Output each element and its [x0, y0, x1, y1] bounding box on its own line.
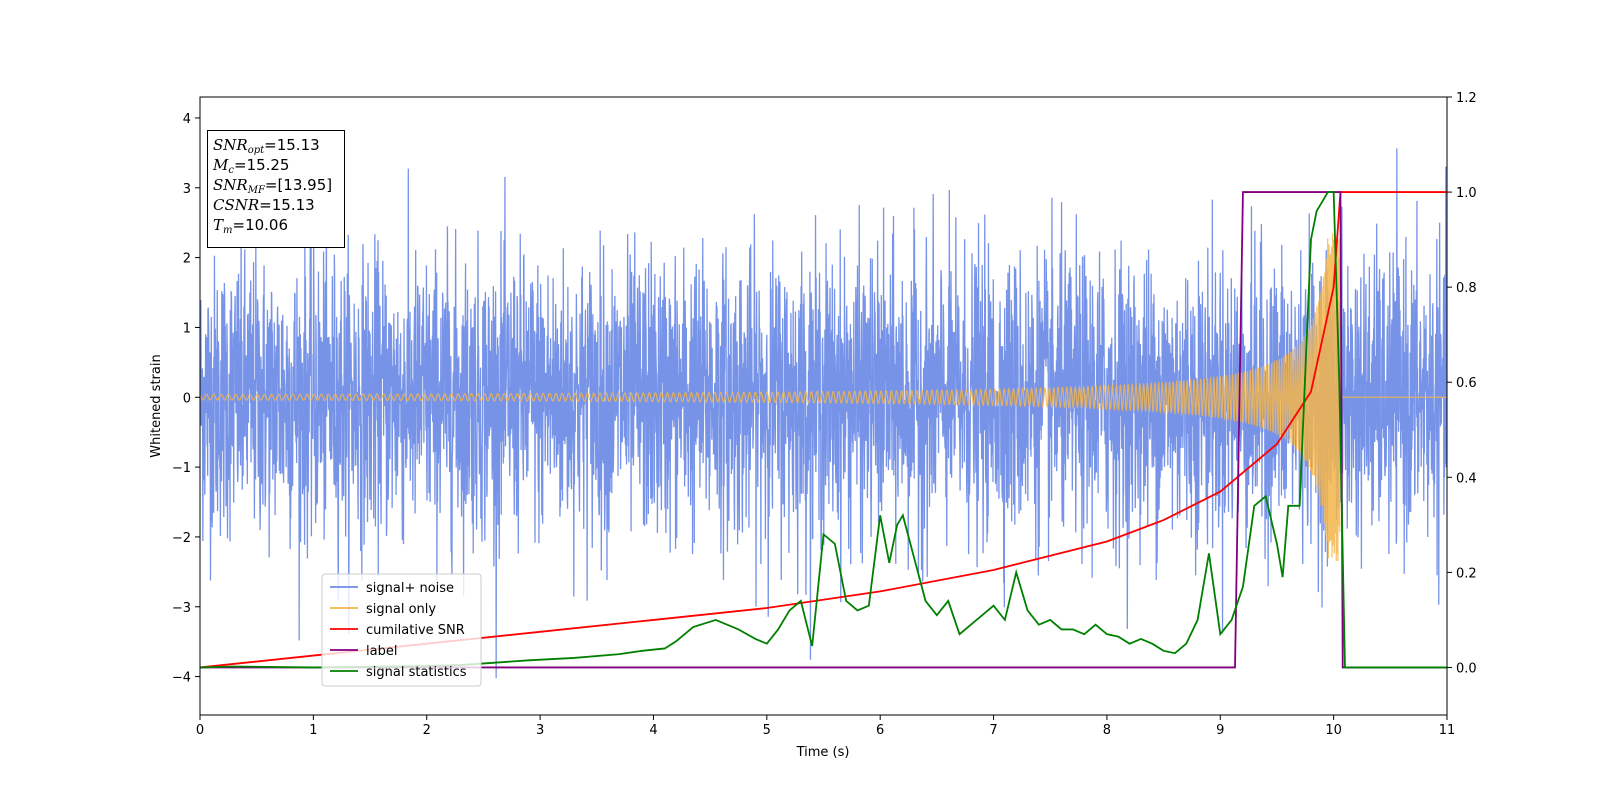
annotation-line-merger-time: Tm=10.06	[213, 216, 289, 236]
legend-box	[321, 573, 482, 687]
y2-tick-label: 0.6	[1456, 376, 1477, 391]
y2-tick-label: 0.0	[1456, 661, 1477, 676]
plot-frame	[199, 96, 1448, 716]
x-axis: 0 1 2 3 4 5 6 7 8 9 10 11	[196, 715, 1455, 738]
x-tick-label: 1	[309, 723, 317, 738]
y-tick-label: −1	[172, 461, 191, 476]
y2-tick-label: 1.2	[1456, 91, 1477, 106]
y-tick-label: 3	[183, 182, 191, 197]
x-tick-label: 6	[876, 723, 884, 738]
y2-tick-label: 0.4	[1456, 471, 1477, 486]
x-tick-label: 9	[1216, 723, 1224, 738]
series-layer	[200, 148, 1447, 679]
x-tick-label: 2	[423, 723, 431, 738]
legend-label: label	[366, 644, 397, 659]
x-tick-label: 5	[763, 723, 771, 738]
y-tick-label: 2	[183, 252, 191, 267]
legend-label: signal only	[366, 602, 436, 617]
annotation-line-snr-opt: SNRopt=15.13	[213, 136, 320, 156]
x-tick-label: 7	[989, 723, 997, 738]
legend-label: signal+ noise	[366, 581, 454, 596]
y-tick-label: 1	[183, 321, 191, 336]
annotation-line-csnr: CSNR=15.13	[213, 196, 315, 214]
x-axis-label: Time (s)	[796, 745, 850, 760]
y-tick-label: −3	[172, 601, 191, 616]
annotation-line-chirp-mass: Mc=15.25	[213, 156, 290, 176]
y-axis-right: 0.0 0.2 0.4 0.6 0.8 1.0 1.2	[1447, 91, 1477, 676]
legend: signal+ noise signal only cumilative SNR la…	[321, 573, 482, 687]
y2-tick-label: 0.8	[1456, 281, 1477, 296]
y-axis-label: Whitened strain	[149, 354, 164, 457]
x-tick-label: 3	[536, 723, 544, 738]
series-signal-statistics-line	[200, 191, 1447, 669]
y-tick-label: −4	[172, 671, 191, 686]
annotation-box: SNRopt=15.13 Mc=15.25 SNRMF=[13.95] CSNR…	[207, 130, 345, 248]
x-tick-label: 10	[1325, 723, 1342, 738]
y-axis-left: −4 −3 −2 −1 0 1 2 3 4	[172, 112, 200, 686]
x-tick-label: 0	[196, 723, 204, 738]
x-tick-label: 8	[1103, 723, 1111, 738]
annotation-line-snr-mf: SNRMF=[13.95]	[213, 176, 333, 196]
y-tick-label: −2	[172, 531, 191, 546]
legend-label: signal statistics	[366, 665, 467, 680]
y2-tick-label: 0.2	[1456, 566, 1477, 581]
legend-label: cumilative SNR	[366, 623, 465, 638]
x-tick-label: 4	[649, 723, 657, 738]
x-tick-label: 11	[1439, 723, 1456, 738]
series-signal-noise-line	[200, 148, 1447, 679]
y-tick-label: 4	[183, 112, 191, 127]
y-tick-label: 0	[183, 391, 191, 406]
y2-tick-label: 1.0	[1456, 186, 1477, 201]
